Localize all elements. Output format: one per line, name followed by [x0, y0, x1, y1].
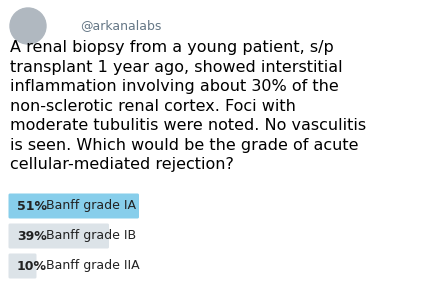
Text: 10%: 10% — [17, 259, 47, 272]
Text: Banff grade IIA: Banff grade IIA — [46, 259, 140, 272]
Text: 39%: 39% — [17, 230, 47, 242]
Text: A renal biopsy from a young patient, s/p
transplant 1 year ago, showed interstit: A renal biopsy from a young patient, s/p… — [10, 40, 366, 172]
Text: Banff grade IA: Banff grade IA — [46, 200, 136, 213]
FancyBboxPatch shape — [9, 194, 139, 219]
FancyBboxPatch shape — [9, 253, 36, 278]
Text: @arkanalabs: @arkanalabs — [80, 20, 162, 33]
FancyBboxPatch shape — [9, 223, 109, 249]
Circle shape — [10, 8, 46, 44]
Text: 51%: 51% — [17, 200, 47, 213]
Text: Banff grade IB: Banff grade IB — [46, 230, 136, 242]
